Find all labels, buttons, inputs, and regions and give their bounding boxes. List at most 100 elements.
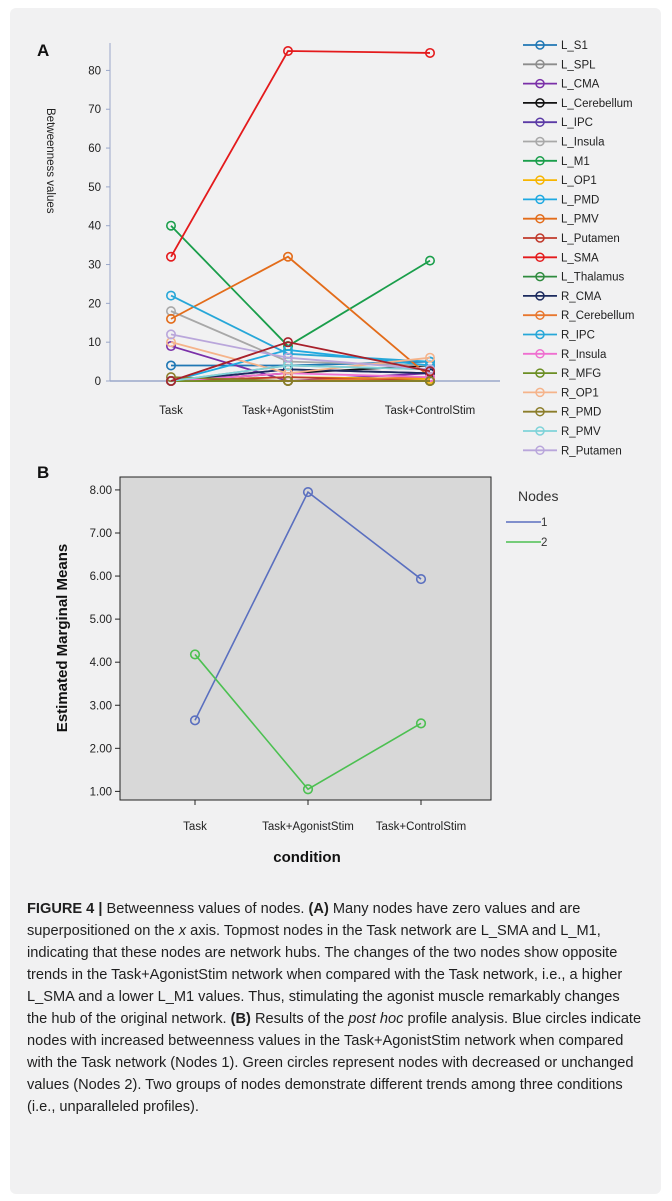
a-y-tick-label: 50	[88, 182, 101, 194]
b-legend-item-1: 1	[506, 517, 547, 529]
a-data-point	[166, 375, 177, 386]
a-legend-label: R_Putamen	[561, 445, 622, 457]
caption-a-label: (A)	[308, 901, 329, 917]
a-y-tick-label: 30	[88, 260, 101, 272]
a-legend-label: L_M1	[561, 156, 590, 168]
a-legend-swatch-marker	[535, 291, 545, 301]
a-series-line	[170, 333, 431, 371]
a-legend-label: L_Cerebellum	[561, 98, 633, 110]
a-legend-item-l-pmv: L_PMV	[523, 214, 599, 226]
a-data-point	[166, 360, 177, 371]
a-legend-item-r-pmv: R_PMV	[523, 426, 601, 438]
a-y-tick-label: 40	[88, 221, 101, 233]
a-y-tick-label: 70	[88, 104, 101, 116]
a-legend-swatch-marker	[535, 406, 545, 417]
a-legend-swatch-marker	[535, 156, 545, 166]
a-legend-swatch-marker	[535, 59, 545, 70]
b-legend-label: 1	[541, 517, 547, 529]
a-data-point	[282, 337, 293, 348]
a-series-line	[170, 376, 430, 382]
b-y-tick-label: 5.00	[90, 614, 112, 626]
a-legend-label: L_PMD	[561, 194, 599, 206]
a-legend-label: R_CMA	[561, 291, 602, 303]
b-series-nodes-2	[189, 649, 427, 795]
b-x-tick-label: Task+AgonistStim	[262, 821, 354, 833]
a-y-tick-label: 0	[95, 376, 101, 388]
a-data-point	[424, 375, 435, 386]
a-legend-swatch-marker	[535, 194, 545, 205]
a-legend-swatch-marker	[535, 426, 545, 436]
a-y-axis-label: Betweenness values	[44, 108, 56, 214]
a-legend-item-l-cma: L_CMA	[523, 79, 600, 91]
a-legend-label: L_SMA	[561, 252, 599, 264]
a-legend-label: L_S1	[561, 40, 588, 52]
a-data-point	[424, 47, 435, 58]
a-series-line	[170, 255, 431, 378]
chart-a: A 0 10 20 30 40 50 60 70 80 Task Task+AgonistStim T…	[37, 40, 635, 457]
caption-b-label: (B)	[230, 1011, 251, 1027]
a-legend-item-l-ipc: L_IPC	[523, 117, 593, 129]
b-data-point	[415, 573, 427, 585]
b-y-tick-label: 1.00	[90, 786, 112, 798]
a-legend-item-r-insula: R_Insula	[523, 349, 607, 361]
caption-b-text-1: Results of the	[254, 1011, 345, 1027]
b-series-line	[194, 490, 422, 721]
a-legend-item-l-pmd: L_PMD	[523, 194, 599, 206]
a-legend-label: R_MFG	[561, 368, 601, 380]
a-data-point	[166, 372, 177, 383]
caption-a-text-2: axis. Topmost nodes in the Task network …	[27, 923, 623, 1027]
a-data-point	[424, 352, 435, 363]
a-legend-item-r-cerebellum: R_Cerebellum	[523, 310, 635, 322]
caption-a-text-1: Many nodes have zero values and are supe…	[27, 901, 581, 939]
a-legend-swatch-marker	[535, 98, 545, 108]
a-legend-label: L_Putamen	[561, 233, 620, 245]
a-series-line	[170, 341, 431, 375]
a-legend-swatch-marker	[535, 387, 545, 398]
b-legend-label: 2	[541, 537, 547, 549]
a-legend-swatch-marker	[535, 117, 545, 127]
b-series-nodes-1	[189, 486, 427, 726]
a-legend-item-l-m1: L_M1	[523, 156, 590, 168]
a-legend-item-r-pmd: R_PMD	[523, 407, 601, 419]
a-data-point	[166, 220, 177, 231]
a-legend-label: R_IPC	[561, 330, 595, 342]
a-series-line	[170, 50, 431, 258]
a-data-point	[424, 366, 435, 377]
a-legend-swatch-marker	[535, 175, 545, 185]
a-data-point	[166, 341, 177, 352]
a-legend-swatch-marker	[535, 233, 545, 243]
a-legend-swatch-marker	[535, 349, 545, 359]
a-data-point	[282, 375, 293, 386]
b-series-line	[194, 653, 422, 791]
b-x-tick-label: Task+ControlStim	[376, 821, 466, 833]
a-legend-item-l-spl: L_SPL	[523, 59, 596, 71]
a-y-tick-label: 20	[88, 298, 101, 310]
b-x-tick-label: Task	[183, 821, 207, 833]
b-legend-title: Nodes	[518, 488, 558, 504]
b-plot-area	[119, 476, 492, 801]
a-legend-label: R_PMD	[561, 407, 601, 419]
a-legend-item-r-cma: R_CMA	[523, 291, 602, 303]
a-legend-label: R_Insula	[561, 349, 607, 361]
a-x-tick-label: Task+AgonistStim	[242, 405, 334, 417]
b-data-point	[189, 715, 201, 726]
a-legend-label: L_SPL	[561, 59, 596, 71]
caption-b-italic: post hoc	[348, 1011, 404, 1027]
a-series-line	[170, 341, 431, 382]
a-legend-item-l-op1: L_OP1	[523, 175, 597, 187]
b-data-point	[415, 718, 427, 729]
caption-a-axis: x	[178, 923, 187, 939]
a-y-tick-label: 60	[88, 143, 101, 155]
a-legend-swatch-marker	[535, 445, 545, 456]
b-y-tick-label: 4.00	[90, 657, 112, 669]
a-legend-item-r-op1: R_OP1	[523, 387, 599, 399]
panel-a-label: A	[37, 41, 49, 60]
a-legend-label: L_CMA	[561, 79, 600, 91]
a-legend-swatch-marker	[535, 213, 545, 224]
a-y-tick-label: 10	[88, 337, 101, 349]
b-data-point	[302, 486, 314, 498]
a-legend-swatch-marker	[535, 310, 545, 320]
b-y-tick-label: 3.00	[90, 700, 112, 712]
a-legend-label: L_OP1	[561, 175, 597, 187]
a-legend-label: L_Thalamus	[561, 272, 625, 284]
